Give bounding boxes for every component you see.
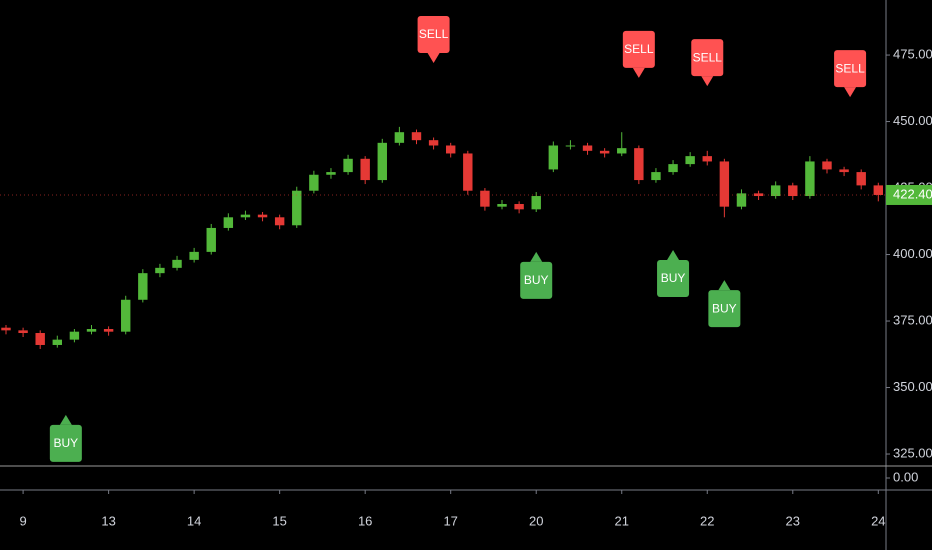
candle-body bbox=[274, 217, 285, 226]
signal-label: SELL bbox=[835, 61, 865, 75]
signal-marker bbox=[667, 250, 680, 261]
signal-marker bbox=[530, 251, 543, 262]
candle-body bbox=[206, 227, 216, 252]
candle-body bbox=[189, 251, 199, 260]
candle-body bbox=[292, 190, 302, 226]
candle-body bbox=[651, 172, 661, 181]
candle-body bbox=[463, 153, 473, 191]
y-tick-label: 350.00 bbox=[893, 379, 932, 394]
candle-body bbox=[326, 172, 336, 175]
signal-marker bbox=[59, 414, 72, 425]
candle-body bbox=[839, 169, 849, 173]
x-tick-label: 16 bbox=[358, 513, 372, 528]
candle-body bbox=[719, 161, 730, 207]
candle-body bbox=[736, 193, 747, 207]
candle-body bbox=[52, 339, 63, 345]
candle-body bbox=[582, 145, 593, 151]
signal-marker bbox=[844, 87, 857, 98]
x-tick-label: 23 bbox=[786, 513, 800, 528]
candle-body bbox=[873, 185, 884, 195]
signal-box bbox=[657, 260, 690, 298]
candle-body bbox=[634, 148, 644, 181]
x-tick-label: 21 bbox=[615, 513, 629, 528]
candle-body bbox=[599, 150, 610, 154]
signal-label: SELL bbox=[693, 50, 723, 64]
candle-body bbox=[822, 161, 832, 170]
candle-body bbox=[702, 156, 712, 162]
candle-body bbox=[617, 148, 627, 154]
candle-body bbox=[531, 196, 541, 210]
last-price-label: 422.40 bbox=[893, 186, 932, 201]
candle-body bbox=[1, 327, 11, 331]
candle-body bbox=[86, 329, 97, 332]
candle-body bbox=[753, 193, 764, 197]
signal-box bbox=[708, 290, 741, 328]
signal-box bbox=[622, 30, 655, 68]
candle-body bbox=[805, 161, 815, 197]
candle-body bbox=[497, 204, 507, 207]
signal-label: SELL bbox=[419, 27, 449, 41]
signal-box bbox=[834, 50, 867, 88]
x-tick-label: 9 bbox=[19, 513, 26, 528]
signal-box bbox=[417, 16, 450, 54]
y-tick-label: 325.00 bbox=[893, 445, 932, 460]
candle-body bbox=[668, 164, 678, 173]
candle-body bbox=[103, 329, 114, 332]
candle-body bbox=[257, 214, 268, 218]
candle-body bbox=[685, 156, 695, 165]
x-tick-label: 24 bbox=[871, 513, 885, 528]
candle-body bbox=[343, 158, 353, 173]
candle-body bbox=[445, 145, 456, 154]
signal-box bbox=[691, 39, 724, 77]
signal-label: BUY bbox=[661, 271, 686, 285]
signal-marker bbox=[718, 280, 731, 291]
candle-body bbox=[35, 333, 45, 345]
candle-body bbox=[394, 132, 405, 143]
candle-body bbox=[411, 132, 422, 141]
x-tick-label: 22 bbox=[700, 513, 714, 528]
signal-label: SELL bbox=[624, 42, 654, 56]
candle-body bbox=[788, 185, 798, 197]
x-tick-label: 17 bbox=[443, 513, 457, 528]
candle-body bbox=[548, 145, 559, 170]
x-tick-label: 15 bbox=[272, 513, 286, 528]
signal-marker bbox=[427, 53, 440, 64]
signal-marker bbox=[632, 67, 645, 78]
candle-body bbox=[360, 158, 370, 181]
candle-body bbox=[69, 331, 80, 340]
lower-pane-tick-label: 0.00 bbox=[893, 469, 918, 484]
y-tick-label: 475.00 bbox=[893, 46, 932, 61]
signal-marker bbox=[701, 76, 714, 87]
candle-body bbox=[18, 330, 28, 334]
signal-label: BUY bbox=[524, 273, 549, 287]
y-tick-label: 450.00 bbox=[893, 113, 932, 128]
signal-box bbox=[49, 424, 82, 462]
candle-body bbox=[856, 172, 866, 186]
signal-box bbox=[520, 261, 553, 299]
candle-body bbox=[377, 142, 387, 181]
signal-label: BUY bbox=[54, 436, 79, 450]
candle-body bbox=[770, 185, 781, 197]
candle-body bbox=[565, 145, 576, 147]
candle-body bbox=[155, 267, 165, 274]
candle-body bbox=[309, 174, 319, 191]
candle-body bbox=[138, 273, 148, 300]
candle-body bbox=[223, 217, 234, 228]
candle-body bbox=[121, 299, 131, 332]
candle-body bbox=[240, 214, 251, 218]
x-tick-label: 20 bbox=[529, 513, 543, 528]
signal-label: BUY bbox=[712, 301, 737, 315]
candle-body bbox=[428, 140, 439, 146]
y-tick-label: 375.00 bbox=[893, 312, 932, 327]
y-tick-label: 400.00 bbox=[893, 246, 932, 261]
candle-body bbox=[514, 204, 524, 210]
x-tick-label: 13 bbox=[101, 513, 115, 528]
last-price-tag bbox=[886, 184, 932, 205]
candle-body bbox=[480, 190, 490, 207]
candle-body bbox=[172, 259, 182, 268]
x-tick-label: 14 bbox=[187, 513, 201, 528]
